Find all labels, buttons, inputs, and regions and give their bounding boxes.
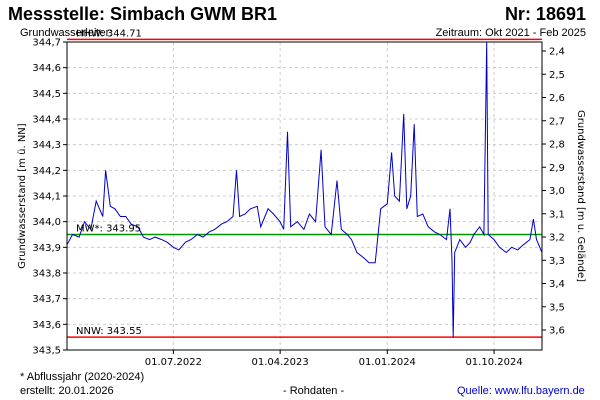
y-tick-label: 344,6 <box>32 63 61 74</box>
station-title: Messstelle: Simbach GWM BR1 <box>8 4 278 24</box>
y-tick-label: 344,5 <box>32 89 61 100</box>
y-right-tick-label: 2,5 <box>549 70 565 81</box>
raw-data-note: - Rohdaten - <box>283 385 345 397</box>
y-axis-right-ticks: 2,4 2,5 2,6 2,7 2,8 2,9 3,0 3,1 3,2 3,3 3,4 3,5 3,6 <box>542 47 565 337</box>
y-tick-label: 344,3 <box>32 140 61 151</box>
period-label: Zeitraum: Okt 2021 - Feb 2025 <box>435 27 586 39</box>
created-date: erstellt: 20.01.2026 <box>20 385 114 397</box>
y-tick-label: 344,2 <box>32 166 61 177</box>
series <box>66 41 543 338</box>
source-link[interactable]: www.lfu.bayern.de <box>494 385 585 397</box>
series-line <box>66 41 543 338</box>
y-tick-label: 344,1 <box>32 192 61 203</box>
aquifer-label: Grundwasserleiter: <box>20 27 113 39</box>
grid <box>67 41 542 351</box>
y-right-tick-label: 3,5 <box>549 302 565 313</box>
y-right-tick-label: 2,9 <box>549 163 565 174</box>
y-right-tick-label: 3,0 <box>549 186 565 197</box>
x-tick-label: 01.01.2024 <box>359 357 416 368</box>
source-credit[interactable]: Quelle: www.lfu.bayern.de <box>457 385 585 397</box>
y-right-tick-label: 2,8 <box>549 140 565 151</box>
y-tick-label: 344,7 <box>32 38 61 49</box>
x-tick-label: 01.04.2023 <box>252 357 309 368</box>
y-tick-label: 344,0 <box>32 217 61 228</box>
y-axis-left-ticks: 343,5 343,6 343,7 343,8 343,9 344,0 344,1 344,2… <box>32 38 67 357</box>
y-tick-label: 343,7 <box>32 294 61 305</box>
station-number: Nr: 18691 <box>504 4 586 24</box>
reference-labels: HHW: 344.71 MW*: 343.95 NNW: 343.55 <box>76 28 142 337</box>
y-tick-label: 344,4 <box>32 115 61 126</box>
y-right-tick-label: 3,4 <box>549 279 565 290</box>
footnote: * Abflussjahr (2020-2024) <box>20 371 145 383</box>
y-tick-label: 343,5 <box>32 346 61 357</box>
y-right-tick-label: 3,1 <box>549 209 565 220</box>
y-right-tick-label: 2,4 <box>549 47 565 58</box>
x-tick-label: 01.10.2024 <box>465 357 522 368</box>
y-right-tick-label: 3,6 <box>549 326 565 337</box>
y-right-tick-label: 2,6 <box>549 93 565 104</box>
y-tick-label: 343,9 <box>32 243 61 254</box>
source-label: Quelle: <box>457 385 492 397</box>
y-axis-left-label: Grundwasserstand [m ü. NN] <box>17 123 28 268</box>
y-tick-label: 343,6 <box>32 320 61 331</box>
reference-lines <box>67 38 542 338</box>
y-right-tick-label: 2,7 <box>549 116 565 127</box>
y-right-tick-label: 3,2 <box>549 233 565 244</box>
x-axis-ticks: 01.07.2022 01.04.2023 01.01.2024 01.10.2024 <box>145 350 523 368</box>
reference-label: HHW: 344.71 <box>76 28 142 39</box>
x-tick-label: 01.07.2022 <box>145 357 202 368</box>
y-axis-right-label: Grundwasserstand [m u. Gelände] <box>575 110 586 282</box>
reference-label: NNW: 343.55 <box>76 326 142 337</box>
reference-label: MW*: 343.95 <box>76 224 141 235</box>
y-right-tick-label: 3,3 <box>549 256 565 267</box>
y-tick-label: 343,8 <box>32 269 61 280</box>
